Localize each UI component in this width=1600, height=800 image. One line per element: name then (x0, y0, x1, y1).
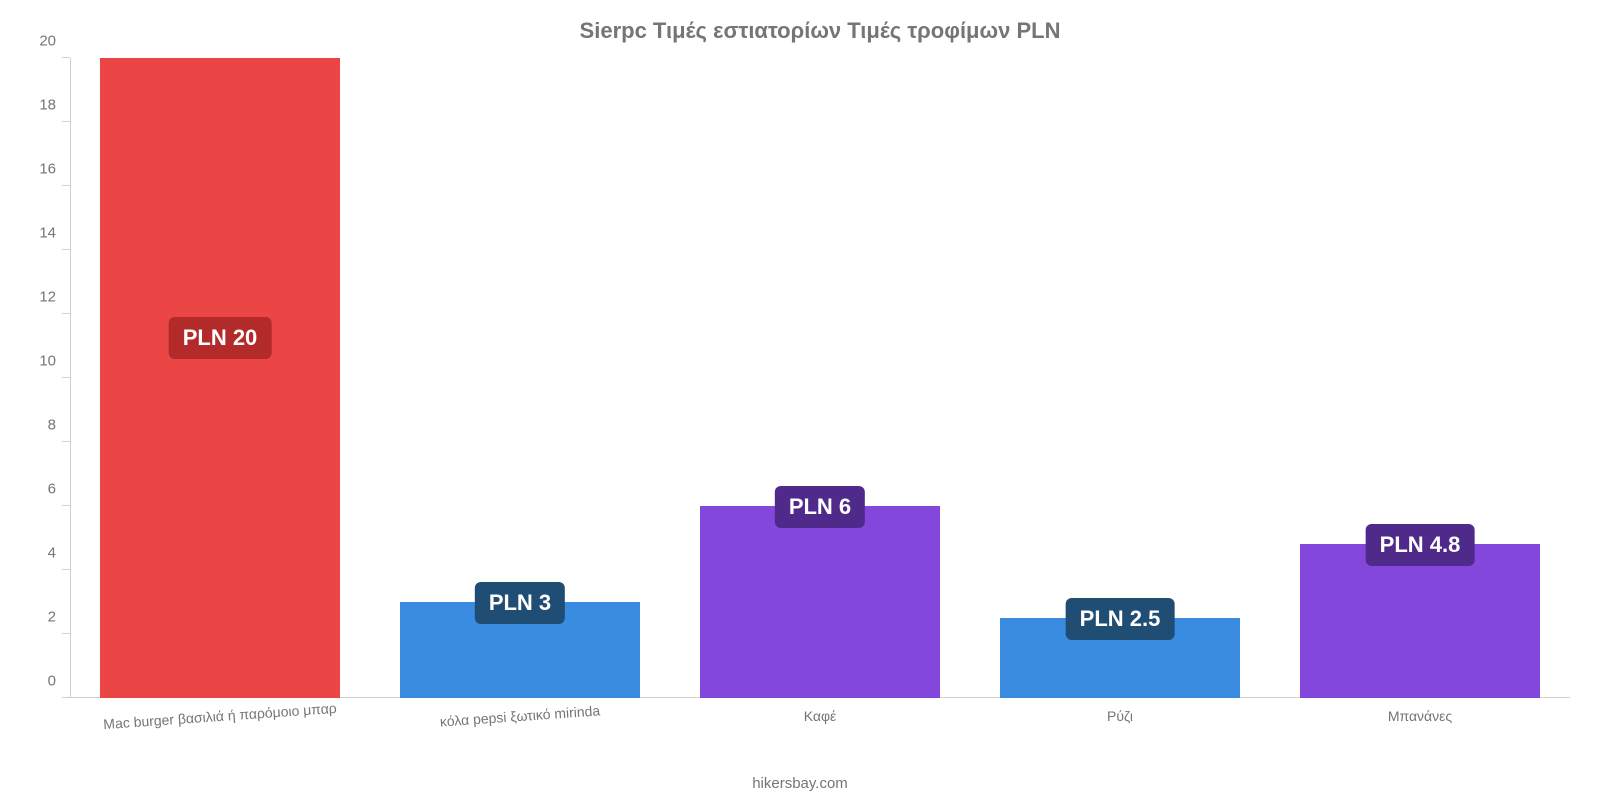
y-tick-label: 4 (48, 545, 70, 562)
bar (100, 58, 340, 698)
y-tick (62, 377, 70, 378)
bar (400, 602, 640, 698)
y-tick (62, 313, 70, 314)
y-tick (62, 57, 70, 58)
y-tick-label: 20 (39, 33, 70, 50)
x-tick-label: κόλα pepsi ξωτικό mirinda (439, 702, 600, 729)
y-tick-label: 0 (48, 673, 70, 690)
y-tick-label: 6 (48, 481, 70, 498)
bars-container: PLN 20Mac burger βασιλιά ή παρόμοιο μπαρ… (70, 58, 1570, 698)
y-tick (62, 185, 70, 186)
bar-slot: PLN 2.5Ρύζι (970, 58, 1270, 698)
bar (1300, 544, 1540, 698)
y-tick-label: 14 (39, 225, 70, 242)
chart-title: Sierpc Τιμές εστιατορίων Τιμές τροφίμων … (70, 18, 1570, 44)
y-tick-label: 10 (39, 353, 70, 370)
y-tick (62, 697, 70, 698)
y-tick-label: 18 (39, 97, 70, 114)
bar-slot: PLN 4.8Μπανάνες (1270, 58, 1570, 698)
bar-slot: PLN 3κόλα pepsi ξωτικό mirinda (370, 58, 670, 698)
x-tick-label: Καφέ (804, 708, 837, 724)
bar-slot: PLN 6Καφέ (670, 58, 970, 698)
bar (1000, 618, 1240, 698)
x-tick-label: Mac burger βασιλιά ή παρόμοιο μπαρ (103, 700, 337, 732)
y-tick-label: 12 (39, 289, 70, 306)
bar-slot: PLN 20Mac burger βασιλιά ή παρόμοιο μπαρ (70, 58, 370, 698)
y-tick (62, 569, 70, 570)
chart-container: Sierpc Τιμές εστιατορίων Τιμές τροφίμων … (0, 0, 1600, 800)
footer-attribution: hikersbay.com (752, 775, 848, 792)
y-tick (62, 505, 70, 506)
bar (700, 506, 940, 698)
y-tick (62, 633, 70, 634)
y-tick-label: 16 (39, 161, 70, 178)
y-tick (62, 441, 70, 442)
x-tick-label: Μπανάνες (1388, 708, 1452, 724)
y-tick (62, 249, 70, 250)
y-tick-label: 8 (48, 417, 70, 434)
plot-area: PLN 20Mac burger βασιλιά ή παρόμοιο μπαρ… (70, 58, 1570, 698)
y-tick-label: 2 (48, 609, 70, 626)
y-tick (62, 121, 70, 122)
x-tick-label: Ρύζι (1107, 708, 1133, 724)
